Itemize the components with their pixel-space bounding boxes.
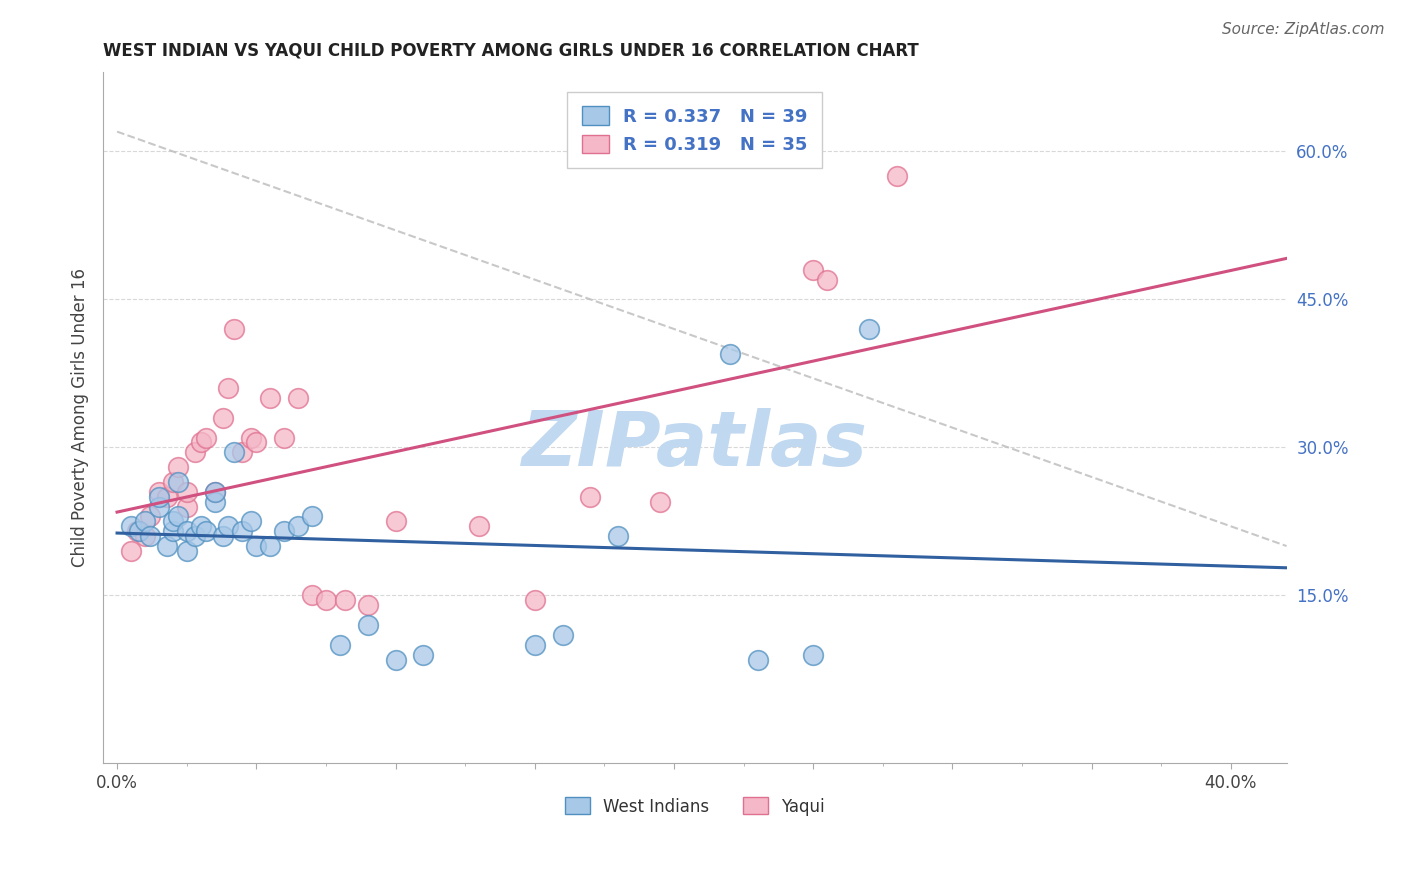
Point [162,475,184,489]
Point [190,519,212,533]
Point [315,593,337,607]
Point [120,544,142,558]
Point [176,524,198,539]
Point [176,500,198,514]
Point [239,430,262,444]
Point [222,445,245,459]
Point [329,638,352,652]
Point [231,524,253,539]
Point [747,652,769,666]
Point [523,638,546,652]
Text: ZIPatlas: ZIPatlas [522,409,868,483]
Point [139,529,162,543]
Point [301,588,323,602]
Point [301,509,323,524]
Point [139,509,162,524]
Point [335,593,357,607]
Point [134,515,156,529]
Point [204,484,226,499]
Point [468,519,491,533]
Point [162,515,184,529]
Legend: West Indians, Yaqui: West Indians, Yaqui [557,789,834,824]
Point [801,648,824,662]
Point [287,391,309,405]
Point [156,490,179,504]
Point [134,529,156,543]
Point [523,593,546,607]
Point [184,445,207,459]
Point [356,618,378,632]
Text: Source: ZipAtlas.com: Source: ZipAtlas.com [1222,22,1385,37]
Point [212,410,235,425]
Point [384,652,406,666]
Point [815,272,838,286]
Point [148,490,170,504]
Point [195,430,218,444]
Point [190,435,212,450]
Point [245,435,267,450]
Point [801,262,824,277]
Point [273,524,295,539]
Point [176,484,198,499]
Point [356,599,378,613]
Point [579,490,602,504]
Point [204,484,226,499]
Point [156,539,179,553]
Point [120,519,142,533]
Point [125,524,148,539]
Point [718,346,741,360]
Point [886,169,908,183]
Point [858,322,880,336]
Point [217,381,239,395]
Point [148,500,170,514]
Point [176,544,198,558]
Point [128,524,150,539]
Y-axis label: Child Poverty Among Girls Under 16: Child Poverty Among Girls Under 16 [72,268,89,567]
Point [148,484,170,499]
Point [287,519,309,533]
Point [167,460,190,475]
Point [184,529,207,543]
Point [273,430,295,444]
Point [217,519,239,533]
Point [607,529,630,543]
Point [162,524,184,539]
Point [204,494,226,508]
Point [259,391,281,405]
Point [259,539,281,553]
Point [384,515,406,529]
Text: WEST INDIAN VS YAQUI CHILD POVERTY AMONG GIRLS UNDER 16 CORRELATION CHART: WEST INDIAN VS YAQUI CHILD POVERTY AMONG… [103,42,920,60]
Point [245,539,267,553]
Point [222,322,245,336]
Point [412,648,434,662]
Point [239,515,262,529]
Point [167,475,190,489]
Point [212,529,235,543]
Point [167,509,190,524]
Point [551,628,574,642]
Point [231,445,253,459]
Point [648,494,671,508]
Point [195,524,218,539]
